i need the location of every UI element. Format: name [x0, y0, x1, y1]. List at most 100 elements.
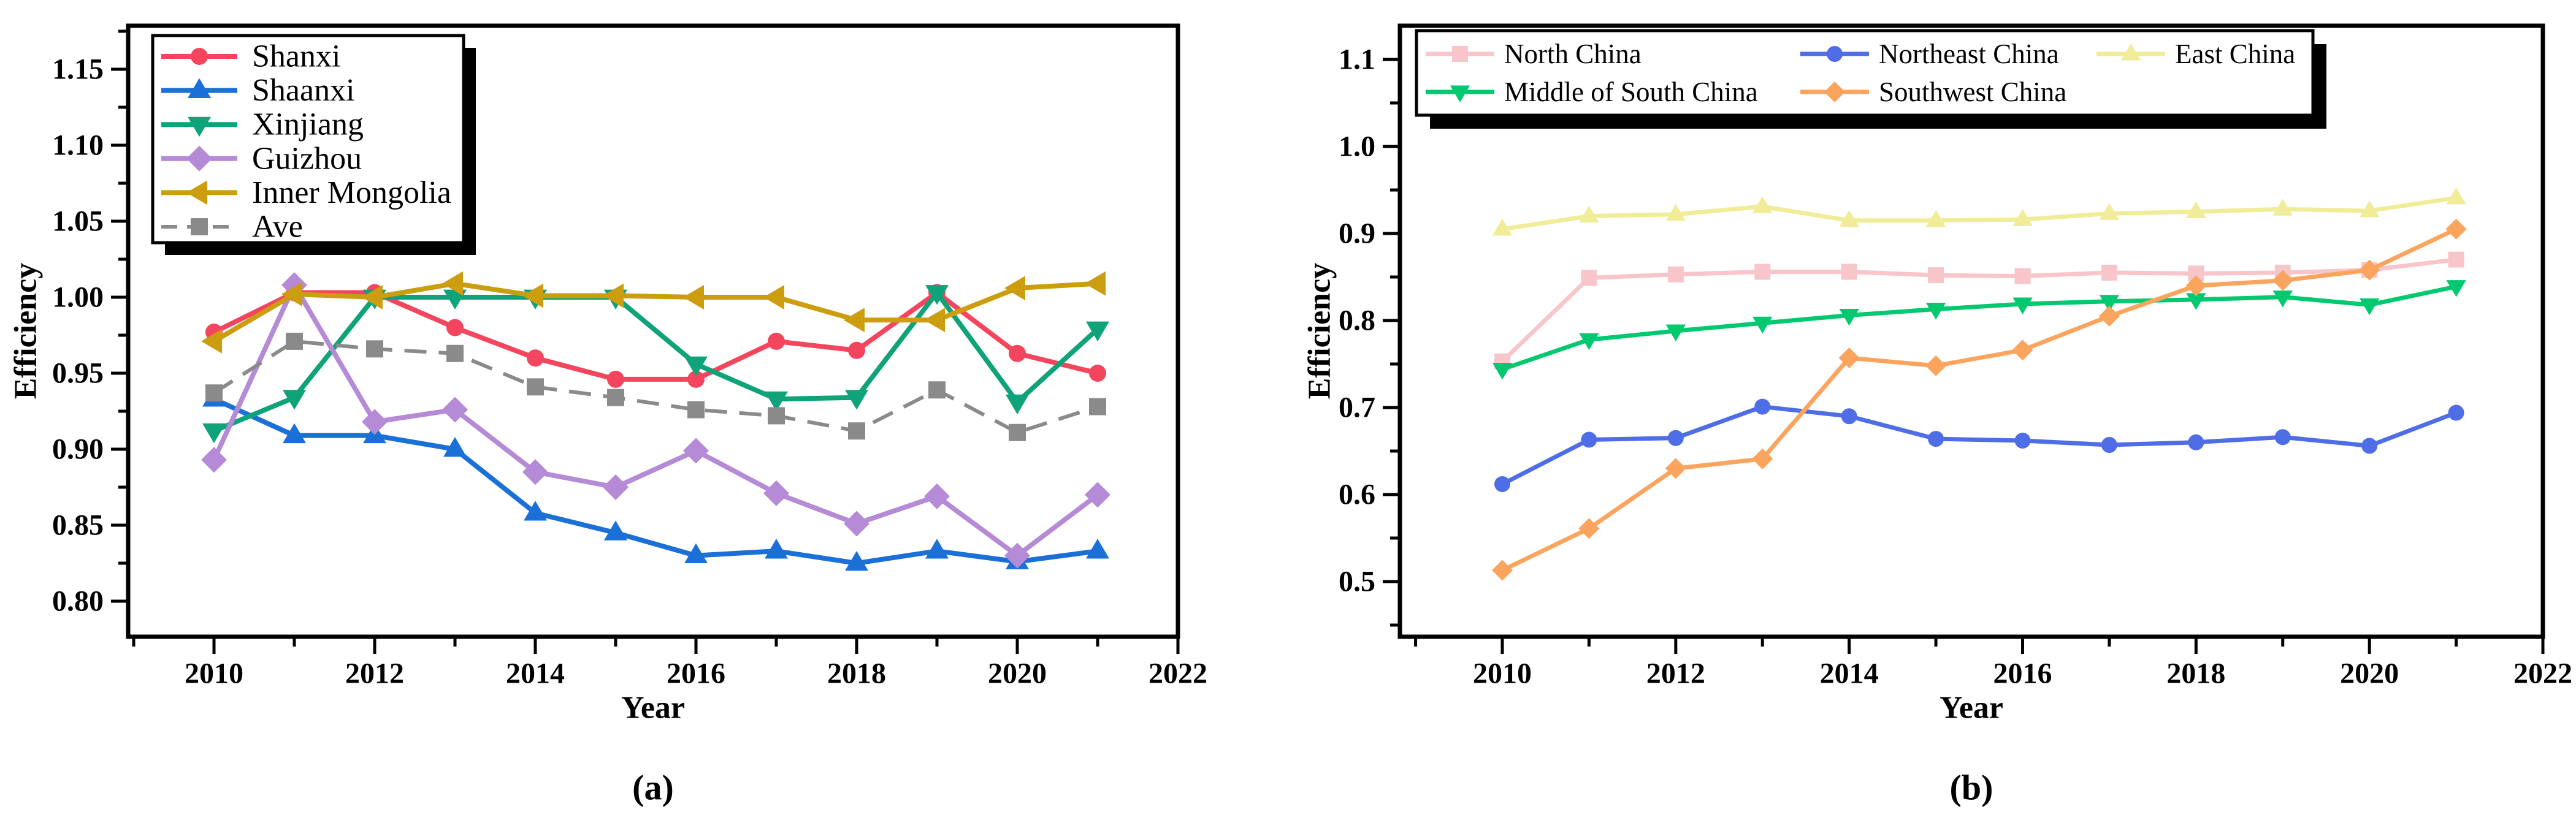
triangle-down-marker [1925, 303, 1946, 320]
triangle-down-marker [202, 423, 226, 444]
triangle-up-marker [2099, 203, 2120, 220]
y-tick-label: 0.90 [52, 433, 104, 466]
x-tick-label: 2010 [1473, 658, 1532, 690]
triangle-down-marker [1665, 324, 1686, 342]
legend-label: Shanxi [252, 39, 340, 74]
diamond-marker [1004, 542, 1030, 569]
square-marker [928, 381, 946, 399]
y-tick-label: 0.9 [1339, 218, 1375, 250]
series-northeast-china [1494, 398, 2464, 492]
triangle-down-marker [2099, 295, 2120, 312]
chart-a-x-axis-title: Year [621, 690, 685, 726]
triangle-up-marker [2446, 187, 2466, 205]
chart-a-caption: (a) [632, 767, 674, 808]
circle-marker [1009, 344, 1026, 362]
triangle-down-marker [1579, 333, 1599, 351]
triangle-down-marker [1006, 394, 1029, 415]
diamond-marker [2098, 305, 2120, 327]
legend-item-shaanxi: Shaanxi [161, 73, 355, 108]
triangle-down-marker [2360, 298, 2380, 316]
diamond-marker [1578, 518, 1600, 539]
triangle-down-marker [2012, 297, 2033, 315]
triangle-down-marker [283, 390, 306, 410]
y-tick-label: 1.15 [52, 53, 104, 86]
triangle-up-marker [2272, 199, 2293, 216]
legend-item-xinjiang: Xinjiang [161, 107, 364, 142]
y-tick-label: 1.00 [52, 281, 104, 314]
square-marker [366, 340, 383, 358]
circle-marker [1581, 431, 1597, 448]
circle-marker [2014, 432, 2031, 449]
circle-marker [1494, 476, 1510, 492]
triangle-left-marker [763, 285, 785, 309]
legend-item-east-china: East China [2096, 39, 2295, 69]
x-tick-label: 2010 [185, 658, 243, 690]
chart-b-x-axis-title: Year [1940, 690, 2003, 726]
triangle-down-marker [845, 390, 868, 410]
triangle-up-marker [524, 501, 547, 521]
triangle-down-marker [1839, 308, 1859, 326]
square-marker [1452, 46, 1468, 62]
series-inner-mongolia [201, 271, 1106, 354]
chart-b-caption: (b) [1949, 767, 1993, 808]
square-marker [1754, 264, 1771, 280]
circle-marker [2361, 438, 2378, 454]
diamond-marker [1492, 560, 1513, 581]
diamond-marker [844, 510, 869, 537]
triangle-left-marker [1085, 271, 1106, 296]
y-tick-label: 0.95 [52, 357, 104, 390]
y-tick-label: 0.80 [52, 585, 104, 618]
triangle-up-marker [845, 551, 868, 571]
triangle-up-marker [1925, 210, 1946, 227]
diamond-marker [2445, 218, 2467, 240]
triangle-up-marker [1752, 195, 1773, 213]
triangle-up-marker [283, 423, 306, 444]
legend-item-guizhou: Guizhou [161, 141, 362, 176]
triangle-left-marker [1004, 276, 1026, 301]
circle-marker [1754, 398, 1771, 415]
circle-marker [768, 332, 785, 350]
plot-frame-a [126, 23, 1180, 639]
x-tick-label: 2016 [1993, 658, 2052, 690]
triangle-up-marker [1839, 210, 1859, 227]
series-shaanxi [202, 387, 1109, 571]
y-tick-label: 1.1 [1339, 44, 1375, 76]
triangle-up-marker [765, 539, 788, 559]
legend-label: Southwest China [1879, 77, 2066, 107]
circle-marker [446, 319, 464, 336]
legend-item-shanxi: Shanxi [161, 39, 340, 74]
square-marker [286, 332, 303, 350]
diamond-marker [522, 459, 548, 485]
x-tick-label: 2018 [2166, 658, 2225, 690]
triangle-up-marker [443, 437, 467, 457]
triangle-up-marker [2120, 44, 2141, 61]
diamond-marker [1752, 448, 1773, 469]
legend-label: Ave [252, 210, 303, 245]
triangle-left-marker [924, 308, 946, 333]
y-axis-b: 1.1 1.0 0.9 0.8 0.7 0.6 0.5 [1339, 44, 1400, 627]
circle-marker [1827, 46, 1843, 62]
circle-marker [1841, 408, 1857, 425]
legend-label: Middle of South China [1504, 77, 1758, 107]
legend-label: Xinjiang [252, 107, 364, 142]
square-marker [1667, 266, 1684, 283]
diamond-marker [1838, 347, 1860, 369]
diamond-marker [2012, 340, 2033, 361]
legend-label: Shaanxi [252, 73, 355, 108]
triangle-down-marker [2446, 280, 2466, 297]
square-marker [848, 422, 865, 440]
circle-marker [607, 370, 624, 388]
circle-marker [2448, 404, 2464, 421]
triangle-down-marker [188, 116, 211, 137]
triangle-down-marker [1492, 362, 1513, 380]
triangle-down-marker [684, 356, 708, 377]
chart-b: 2010 2012 2014 2016 2018 2020 2022 1.1 1.0 0.9 0.8… [1339, 23, 2572, 690]
square-marker [607, 389, 624, 406]
triangle-up-marker [925, 539, 949, 559]
diamond-marker [186, 145, 212, 172]
triangle-down-marker [1450, 85, 1470, 102]
triangle-down-marker [2186, 293, 2206, 310]
